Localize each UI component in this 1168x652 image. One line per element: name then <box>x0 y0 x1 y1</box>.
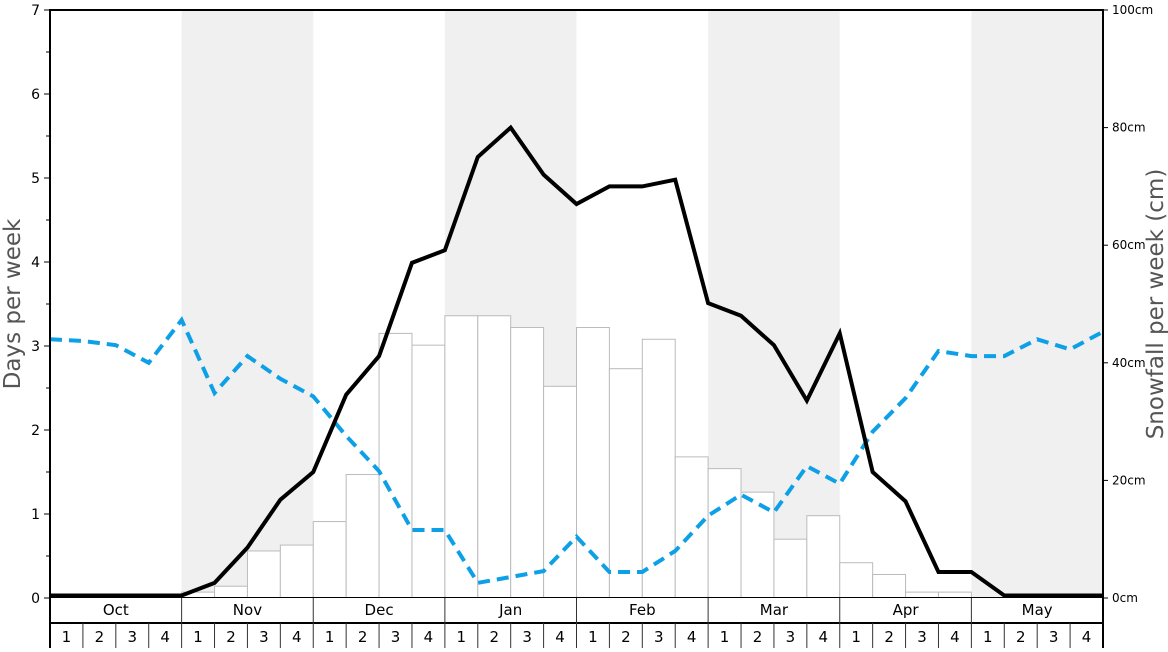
week-label: 2 <box>358 628 368 646</box>
week-label: 3 <box>1049 628 1059 646</box>
week-label: 3 <box>259 628 269 646</box>
month-label: Dec <box>365 601 394 619</box>
month-label: May <box>1022 601 1053 619</box>
week-label: 4 <box>555 628 565 646</box>
right-tick-label: 20cm <box>1112 473 1146 487</box>
week-label: 4 <box>424 628 434 646</box>
left-tick-label: 7 <box>31 3 40 19</box>
left-tick-label: 5 <box>31 171 40 187</box>
week-label: 1 <box>851 628 861 646</box>
snowfall-bar <box>312 521 347 599</box>
snowfall-bar <box>576 327 610 599</box>
week-label: 3 <box>522 628 532 646</box>
month-shade <box>971 10 1103 598</box>
left-tick-label: 3 <box>31 339 40 355</box>
week-label: 1 <box>588 628 598 646</box>
week-label: 4 <box>292 628 302 646</box>
snowfall-bar <box>543 385 577 599</box>
left-tick-label: 6 <box>31 87 40 103</box>
week-label: 2 <box>1016 628 1026 646</box>
blue-dashed-line <box>49 316 1104 586</box>
left-tick-label: 1 <box>31 507 40 523</box>
left-tick-label: 4 <box>31 255 40 271</box>
month-label: Oct <box>103 601 129 619</box>
week-label: 2 <box>621 628 631 646</box>
snowfall-bar <box>378 332 413 599</box>
snowfall-bar <box>806 515 841 599</box>
snowfall-bar <box>707 468 742 599</box>
snowfall-bar <box>641 338 676 599</box>
week-label: 4 <box>950 628 960 646</box>
month-label: Mar <box>760 601 789 619</box>
snowfall-bar <box>872 573 907 599</box>
snowfall-bar <box>279 544 314 599</box>
snowfall-bar <box>674 456 709 599</box>
week-label: 4 <box>687 628 697 646</box>
snowfall-bar <box>477 315 512 599</box>
week-label: 4 <box>1082 628 1092 646</box>
week-label: 2 <box>95 628 105 646</box>
snowfall-bar <box>773 538 808 599</box>
month-label: Apr <box>893 601 920 619</box>
week-label: 1 <box>193 628 203 646</box>
week-label: 3 <box>391 628 401 646</box>
snowfall-bar <box>839 562 874 599</box>
week-label: 2 <box>884 628 894 646</box>
week-label: 3 <box>654 628 664 646</box>
left-tick-label: 0 <box>31 591 40 607</box>
days-per-week-line <box>50 124 1103 598</box>
week-label: 1 <box>62 628 72 646</box>
month-shade <box>181 10 314 598</box>
left-axis-title: Days per week <box>0 218 26 389</box>
week-label: 4 <box>819 628 829 646</box>
snowfall-bar <box>214 585 248 599</box>
week-label: 3 <box>786 628 796 646</box>
snowfall-bar <box>246 550 281 599</box>
week-label: 4 <box>160 628 170 646</box>
week-label: 2 <box>753 628 763 646</box>
week-label: 1 <box>457 628 467 646</box>
week-label: 1 <box>720 628 730 646</box>
month-label: Nov <box>233 601 262 619</box>
week-label: 1 <box>983 628 993 646</box>
week-label: 2 <box>226 628 236 646</box>
snowfall-bar <box>608 368 643 599</box>
left-tick-label: 2 <box>31 423 40 439</box>
snowfall-bar <box>510 327 545 599</box>
month-label: Feb <box>629 601 656 619</box>
snowfall-bar <box>411 344 446 599</box>
month-label: Jan <box>498 601 522 619</box>
week-label: 2 <box>489 628 499 646</box>
right-tick-label: 0cm <box>1112 591 1138 605</box>
right-tick-label: 80cm <box>1112 121 1146 135</box>
week-label: 3 <box>917 628 927 646</box>
right-axis-title: Snowfall per week (cm) <box>1143 169 1168 440</box>
snowfall-bar <box>345 474 380 599</box>
week-label: 3 <box>127 628 137 646</box>
right-tick-label: 40cm <box>1112 356 1146 370</box>
right-tick-label: 60cm <box>1112 238 1146 252</box>
right-tick-label: 100cm <box>1112 3 1153 17</box>
week-label: 1 <box>325 628 335 646</box>
